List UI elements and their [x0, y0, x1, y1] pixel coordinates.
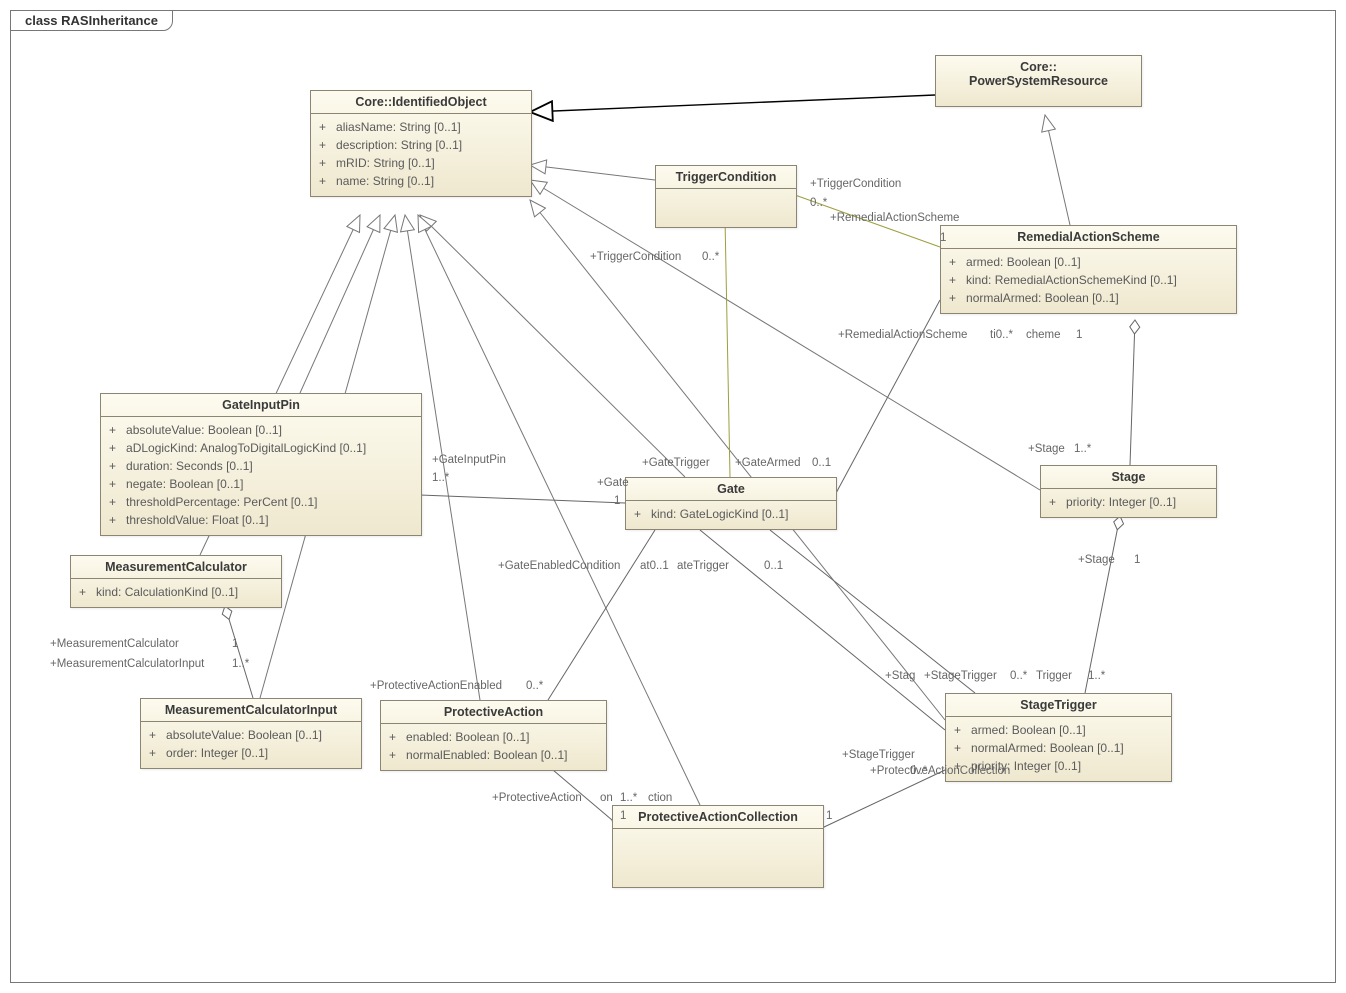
class-title: TriggerCondition — [656, 166, 796, 189]
class-triggerCondition: TriggerCondition — [655, 165, 797, 228]
attribute-row: mRID: String [0..1] — [319, 154, 523, 172]
class-protectiveActionCollection: ProtectiveActionCollection — [612, 805, 824, 888]
class-attributes: kind: CalculationKind [0..1] — [71, 579, 281, 607]
diagram-title: class RASInheritance — [10, 10, 173, 31]
class-stage: Stage priority: Integer [0..1] — [1040, 465, 1217, 518]
attribute-row: duration: Seconds [0..1] — [109, 457, 413, 475]
attribute-row: normalArmed: Boolean [0..1] — [949, 289, 1228, 307]
class-title: RemedialActionScheme — [941, 226, 1236, 249]
class-stageTrigger: StageTriggerarmed: Boolean [0..1]normalA… — [945, 693, 1172, 782]
class-identifiedObject: Core::IdentifiedObjectaliasName: String … — [310, 90, 532, 197]
class-attributes: aliasName: String [0..1]description: Str… — [311, 114, 531, 196]
attribute-row: description: String [0..1] — [319, 136, 523, 154]
class-title: Core::PowerSystemResource — [936, 56, 1141, 92]
attribute-row: kind: GateLogicKind [0..1] — [634, 505, 828, 523]
attribute-row: armed: Boolean [0..1] — [949, 253, 1228, 271]
class-powerSystemResource: Core::PowerSystemResource — [935, 55, 1142, 107]
class-measurementCalculatorInput: MeasurementCalculatorInputabsoluteValue:… — [140, 698, 362, 769]
attribute-row: aliasName: String [0..1] — [319, 118, 523, 136]
class-title: StageTrigger — [946, 694, 1171, 717]
attribute-row: normalEnabled: Boolean [0..1] — [389, 746, 598, 764]
attribute-row: absoluteValue: Boolean [0..1] — [109, 421, 413, 439]
attribute-row: kind: CalculationKind [0..1] — [79, 583, 273, 601]
class-title: ProtectiveActionCollection — [613, 806, 823, 829]
attribute-row: kind: RemedialActionSchemeKind [0..1] — [949, 271, 1228, 289]
uml-diagram-canvas: class RASInheritance Core::IdentifiedObj… — [0, 0, 1346, 993]
attribute-row: priority: Integer [0..1] — [1049, 493, 1208, 511]
class-title: Core::IdentifiedObject — [311, 91, 531, 114]
class-title: MeasurementCalculatorInput — [141, 699, 361, 722]
class-attributes: absoluteValue: Boolean [0..1]order: Inte… — [141, 722, 361, 768]
attribute-row: name: String [0..1] — [319, 172, 523, 190]
class-gateInputPin: GateInputPinabsoluteValue: Boolean [0..1… — [100, 393, 422, 536]
class-attributes: priority: Integer [0..1] — [1041, 489, 1216, 517]
class-attributes: kind: GateLogicKind [0..1] — [626, 501, 836, 529]
class-title: Gate — [626, 478, 836, 501]
class-title: MeasurementCalculator — [71, 556, 281, 579]
attribute-row: enabled: Boolean [0..1] — [389, 728, 598, 746]
class-attributes: armed: Boolean [0..1]normalArmed: Boolea… — [946, 717, 1171, 781]
attribute-row: order: Integer [0..1] — [149, 744, 353, 762]
attribute-row: absoluteValue: Boolean [0..1] — [149, 726, 353, 744]
class-title: Stage — [1041, 466, 1216, 489]
attribute-row: aDLogicKind: AnalogToDigitalLogicKind [0… — [109, 439, 413, 457]
attribute-row: normalArmed: Boolean [0..1] — [954, 739, 1163, 757]
attribute-row: priority: Integer [0..1] — [954, 757, 1163, 775]
class-title: ProtectiveAction — [381, 701, 606, 724]
class-protectiveAction: ProtectiveActionenabled: Boolean [0..1]n… — [380, 700, 607, 771]
attribute-row: armed: Boolean [0..1] — [954, 721, 1163, 739]
attribute-row: negate: Boolean [0..1] — [109, 475, 413, 493]
class-measurementCalculator: MeasurementCalculator kind: CalculationKi… — [70, 555, 282, 608]
class-attributes: absoluteValue: Boolean [0..1]aDLogicKind… — [101, 417, 421, 535]
class-attributes: enabled: Boolean [0..1]normalEnabled: Bo… — [381, 724, 606, 770]
class-remedialActionScheme: RemedialActionSchemearmed: Boolean [0..1… — [940, 225, 1237, 314]
class-title: GateInputPin — [101, 394, 421, 417]
attribute-row: thresholdValue: Float [0..1] — [109, 511, 413, 529]
class-attributes: armed: Boolean [0..1]kind: RemedialActio… — [941, 249, 1236, 313]
class-gate: Gate kind: GateLogicKind [0..1] — [625, 477, 837, 530]
attribute-row: thresholdPercentage: PerCent [0..1] — [109, 493, 413, 511]
